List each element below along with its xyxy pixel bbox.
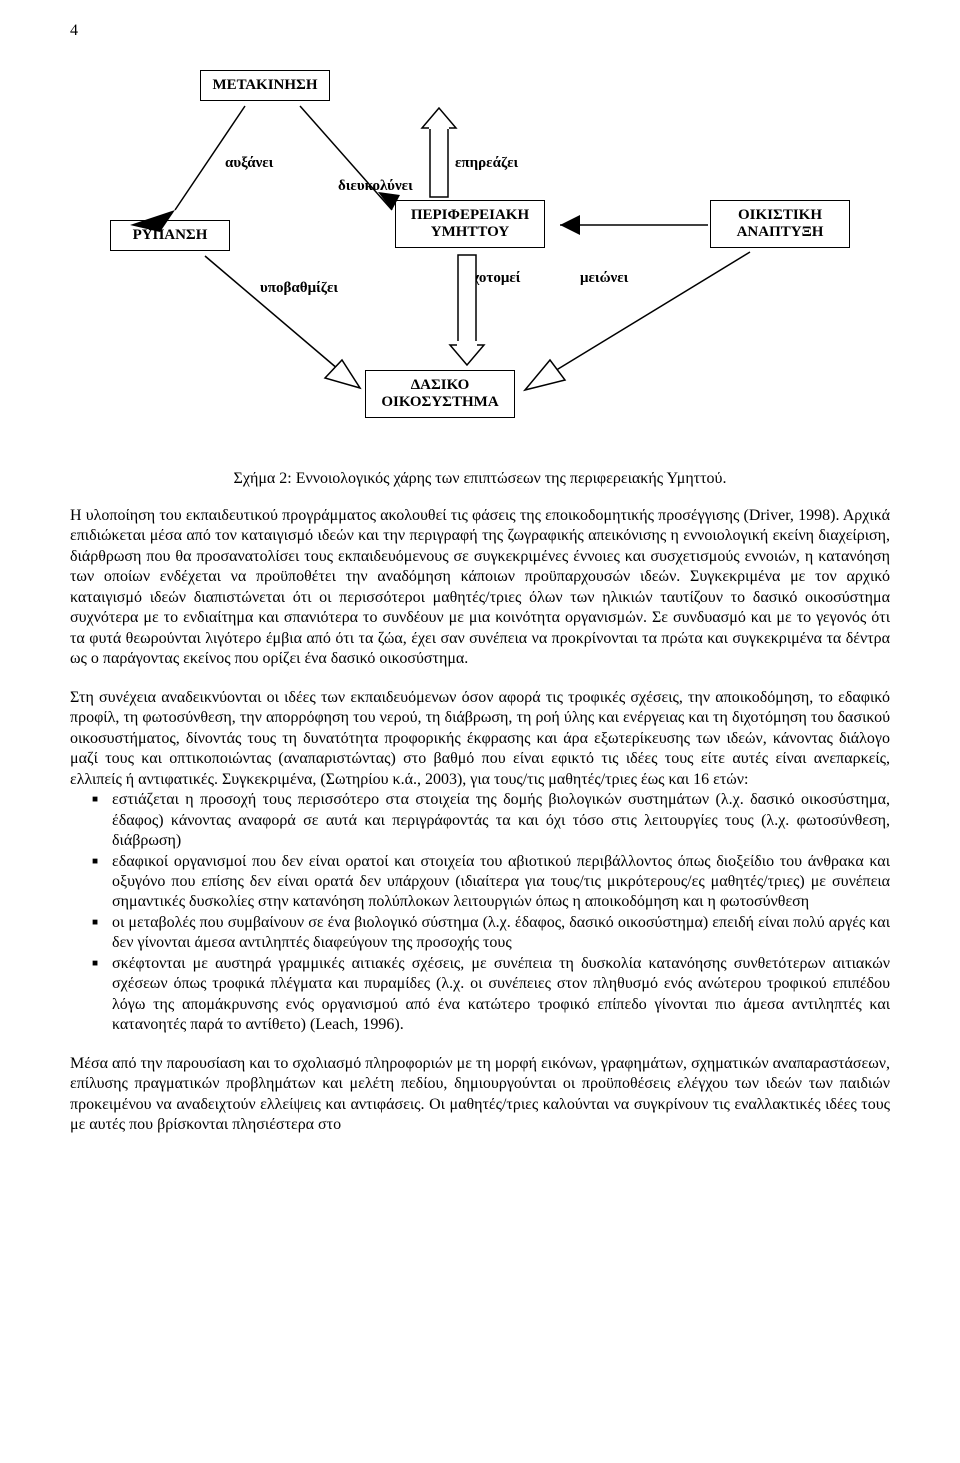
concept-diagram: ΜΕΤΑΚΙΝΗΣΗ ΡΥΠΑΝΣΗ ΠΕΡΙΦΕΡΕΙΑΚΗ ΥΜΗΤΤΟΥ …	[70, 60, 890, 460]
list-item: σκέφτονται με αυστηρά γραμμικές αιτιακές…	[70, 954, 890, 1036]
label-dieukolynei: διευκολύνει	[338, 178, 413, 195]
label-epireazei: επηρεάζει	[455, 155, 518, 172]
paragraph-3: Μέσα από την παρουσίαση και το σχολιασμό…	[70, 1054, 890, 1136]
box-rypansi: ΡΥΠΑΝΣΗ	[110, 220, 230, 251]
label-auxanei: αυξάνει	[225, 155, 273, 172]
box-oikistiki: ΟΙΚΙΣΤΙΚΗ ΑΝΑΠΤΥΞΗ	[710, 200, 850, 248]
box-periferiaki: ΠΕΡΙΦΕΡΕΙΑΚΗ ΥΜΗΤΤΟΥ	[395, 200, 545, 248]
box-dasiko: ΔΑΣΙΚΟ ΟΙΚΟΣΥΣΤΗΜΑ	[365, 370, 515, 418]
figure-caption: Σχήμα 2: Εννοιολογικός χάρης των επιπτώσ…	[70, 470, 890, 488]
label-ypovathmizei: υποβαθμίζει	[260, 280, 338, 297]
box-metakinisi: ΜΕΤΑΚΙΝΗΣΗ	[200, 70, 330, 101]
paragraph-2-intro: Στη συνέχεια αναδεικνύονται οι ιδέες των…	[70, 688, 890, 790]
page-number: 4	[70, 22, 78, 40]
bullet-list: εστιάζεται η προσοχή τους περισσότερο στ…	[70, 790, 890, 1036]
label-dichotomei: διχοτομεί	[460, 270, 520, 287]
paragraph-1: Η υλοποίηση του εκπαιδευτικού προγράμματ…	[70, 506, 890, 670]
list-item: οι μεταβολές που συμβαίνουν σε ένα βιολο…	[70, 913, 890, 954]
list-item: εδαφικοί οργανισμοί που δεν είναι ορατοί…	[70, 852, 890, 913]
list-item: εστιάζεται η προσοχή τους περισσότερο στ…	[70, 790, 890, 851]
label-meionei: μειώνει	[580, 270, 628, 287]
